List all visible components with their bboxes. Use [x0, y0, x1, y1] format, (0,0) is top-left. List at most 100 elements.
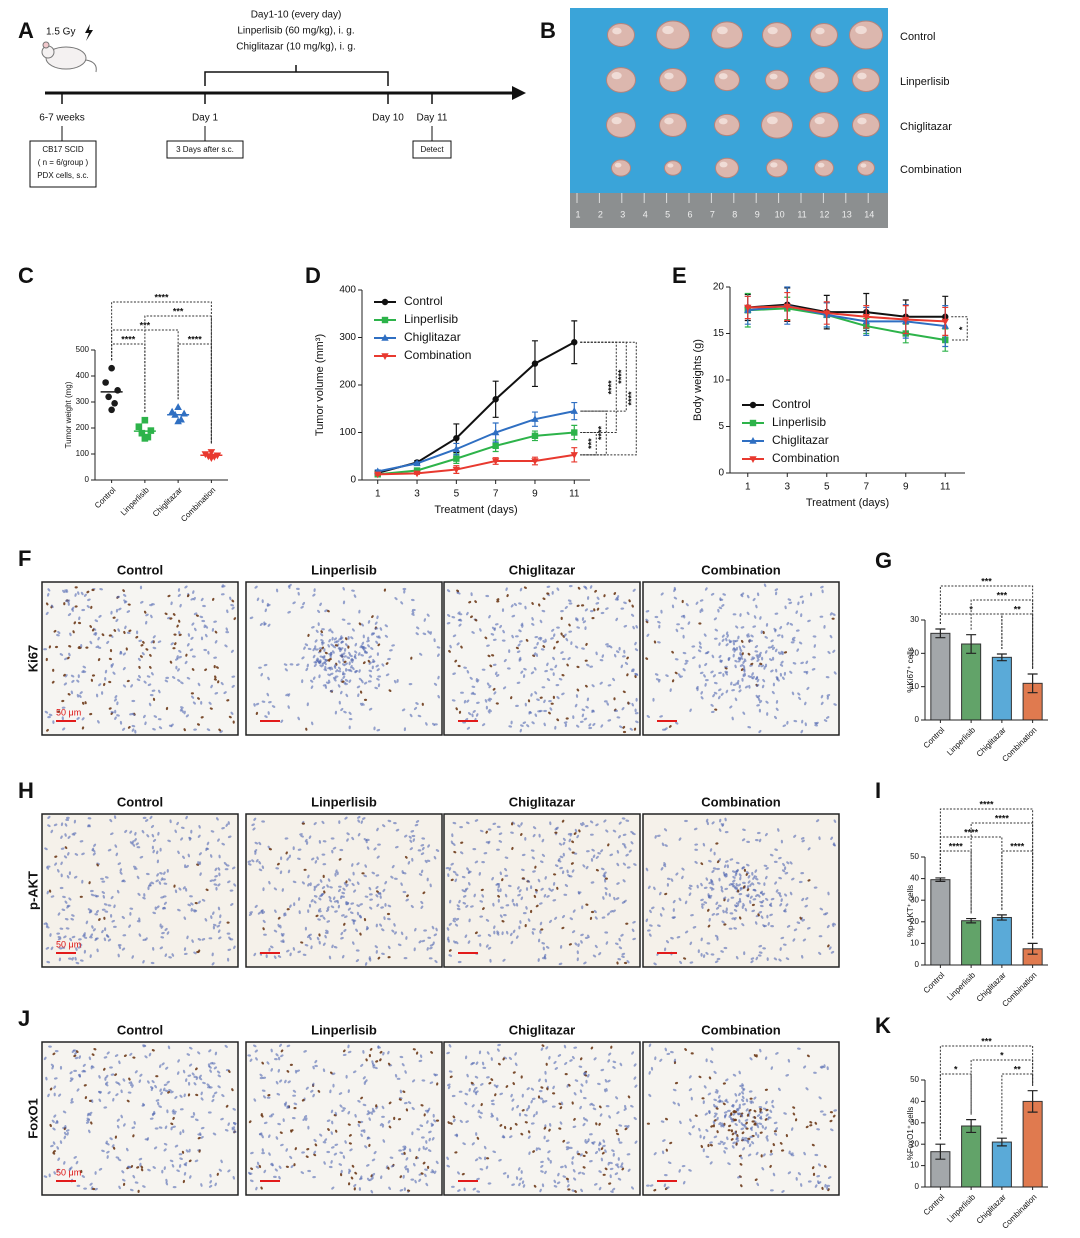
cell-nucleus [214, 640, 218, 644]
cell-nucleus [556, 718, 560, 722]
cell-nucleus [209, 707, 213, 710]
x-tick-label: 5 [824, 482, 830, 493]
cell-nucleus [367, 620, 371, 624]
y-tick-label: 0 [915, 960, 920, 969]
cell-nucleus [591, 616, 595, 620]
cell-nucleus [511, 614, 516, 618]
cell-nucleus [157, 640, 162, 644]
data-point [571, 339, 578, 346]
cell-nucleus [612, 677, 616, 682]
cell-nucleus [297, 716, 300, 721]
tumor-highlight [718, 118, 728, 125]
cell-nucleus [287, 611, 291, 614]
timeline-ticks [61, 93, 433, 104]
cell-nucleus [231, 675, 236, 678]
cell-nucleus [214, 630, 218, 634]
cell-nucleus [744, 685, 749, 689]
cell-nucleus [425, 722, 428, 726]
cell-nucleus [826, 716, 830, 719]
cell-nucleus [69, 632, 72, 637]
cell-nucleus [536, 698, 540, 701]
cell-nucleus [76, 717, 80, 720]
cell-nucleus [115, 608, 119, 613]
cell-nucleus [110, 610, 113, 615]
cell-nucleus [734, 664, 737, 669]
cell-nucleus [362, 634, 365, 639]
cell-nucleus [354, 654, 357, 658]
cell-nucleus [367, 659, 371, 663]
data-point [571, 429, 578, 436]
cell-nucleus [575, 694, 579, 698]
cell-nucleus [393, 679, 397, 684]
cell-nucleus [813, 644, 816, 648]
stain-label: p-AKT [25, 871, 40, 910]
cell-nucleus [468, 600, 472, 604]
cell-nucleus [634, 708, 637, 713]
cell-nucleus [411, 610, 415, 614]
cell-nucleus [52, 668, 55, 672]
cell-nucleus [334, 663, 337, 668]
cell-nucleus [167, 594, 171, 598]
cell-nucleus [731, 716, 734, 721]
cell-nucleus [183, 864, 187, 869]
cell-nucleus [417, 714, 422, 718]
x-tick-label: Linperlisib [945, 725, 977, 757]
cell-nucleus [616, 716, 621, 719]
cell-nucleus [765, 700, 769, 704]
tumor-highlight [664, 72, 674, 80]
cell-nucleus [543, 699, 546, 704]
cell-nucleus [268, 701, 272, 704]
cell-nucleus [175, 665, 178, 670]
cell-nucleus [400, 601, 404, 605]
cell-nucleus [112, 616, 116, 619]
cell-nucleus [466, 611, 469, 616]
box-text: CB17 SCID [42, 145, 84, 154]
cell-nucleus [413, 706, 418, 711]
cell-nucleus [481, 668, 486, 671]
cell-nucleus [727, 657, 730, 662]
cell-nucleus [820, 701, 824, 706]
cell-nucleus [712, 693, 716, 698]
timepoint-label: Day 1 [192, 113, 219, 124]
cell-nucleus [354, 670, 358, 674]
cell-nucleus [310, 685, 314, 689]
cell-nucleus [73, 621, 77, 625]
cell-nucleus [176, 655, 179, 659]
ruler-number: 11 [797, 209, 806, 219]
cell-nucleus [364, 650, 368, 654]
cell-nucleus [136, 678, 141, 682]
cell-nucleus [348, 725, 351, 730]
cell-nucleus [433, 682, 438, 686]
cell-nucleus [342, 600, 346, 605]
panel-label: F [18, 546, 31, 571]
cell-nucleus [394, 597, 398, 601]
cell-nucleus [654, 673, 659, 676]
tumor [809, 112, 839, 138]
cell-nucleus [669, 688, 672, 692]
cell-nucleus [368, 669, 373, 673]
cell-nucleus [328, 679, 331, 684]
cell-nucleus [139, 585, 143, 590]
cell-nucleus [433, 638, 436, 643]
ihc-texture [43, 584, 237, 734]
cell-nucleus [515, 704, 519, 708]
significance-label: ** [1014, 1064, 1022, 1074]
cell-nucleus [263, 622, 267, 626]
cell-nucleus [786, 621, 790, 626]
cell-nucleus [264, 715, 268, 718]
cell-nucleus [520, 670, 524, 674]
significance-label: **** [1010, 841, 1025, 851]
significance-label: **** [627, 391, 637, 406]
cell-nucleus [403, 589, 406, 594]
cell-nucleus [789, 670, 793, 674]
cell-nucleus [506, 667, 511, 670]
cell-nucleus [321, 628, 325, 631]
ruler-number: 9 [755, 209, 760, 219]
cell-nucleus [759, 616, 762, 620]
cell-nucleus [131, 728, 135, 732]
cell-nucleus [81, 726, 85, 730]
cell-nucleus [329, 689, 334, 693]
cell-nucleus [177, 593, 181, 597]
cell-nucleus [312, 593, 316, 597]
cell-nucleus [629, 727, 633, 731]
